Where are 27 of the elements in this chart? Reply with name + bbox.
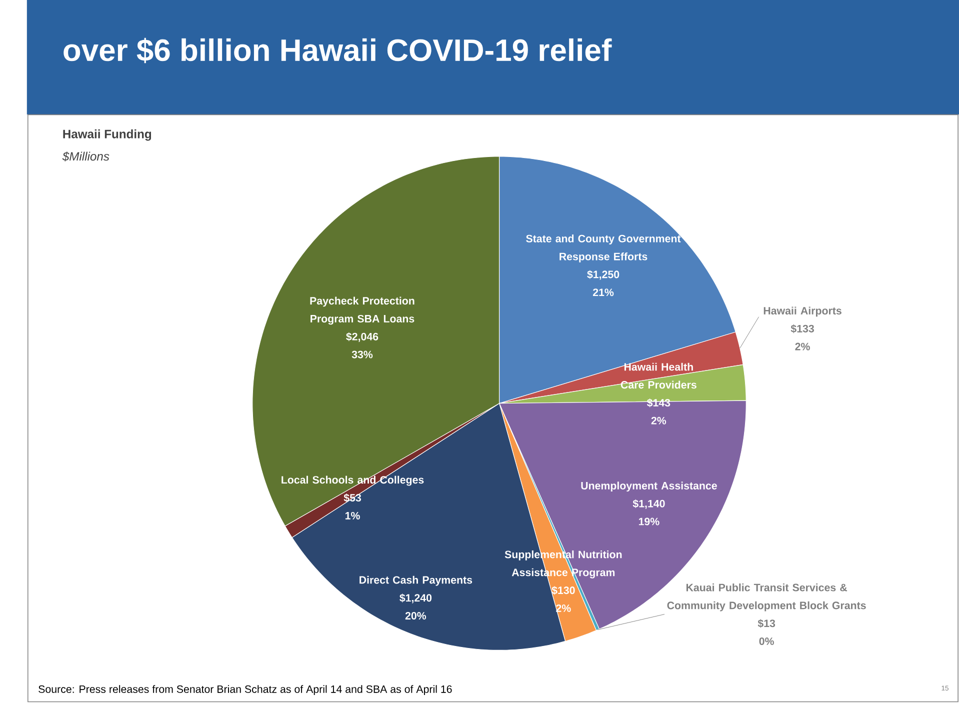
- text: 33%: [352, 350, 373, 358]
- data-label: $133: [790, 324, 814, 334]
- text: Hawaii Funding: [63, 130, 152, 141]
- data-label: $1,140: [632, 500, 665, 510]
- data-label: $2,046: [346, 332, 378, 342]
- data-label: $1,250: [587, 270, 620, 280]
- slice-label: Kauai Public Transit Services & Community Development Block Grants: [667, 584, 866, 612]
- data-label: $13: [758, 619, 776, 628]
- slice-label: Hawaii Health Care Providers: [620, 363, 696, 389]
- text: 2%: [651, 417, 666, 425]
- source-note: Source: Press releases from Senator Brian Schatz as of April 14 and SBA as of April 16: [38, 685, 452, 696]
- text: 0%: [759, 638, 774, 646]
- text: 2%: [556, 604, 571, 612]
- text: 21%: [592, 288, 614, 296]
- slice-label: Paycheck Protection Program SBA Loans: [310, 296, 414, 325]
- slice-label: Hawaii Airports: [764, 306, 842, 317]
- text: 2%: [795, 342, 810, 350]
- data-label: $1,240: [400, 594, 432, 604]
- text: 1%: [345, 512, 360, 520]
- slice-label: Unemployment Assistance: [581, 482, 717, 492]
- text: 19%: [638, 518, 660, 526]
- slice-label: State and County Government Response Efforts: [526, 234, 681, 263]
- text: $Millions: [62, 152, 110, 162]
- chart-title: over $6 billion Hawaii COVID-19 relief: [64, 38, 612, 64]
- slice-label: Direct Cash Payments: [360, 576, 472, 586]
- text: 20%: [405, 612, 426, 620]
- data-label: $130: [552, 586, 575, 595]
